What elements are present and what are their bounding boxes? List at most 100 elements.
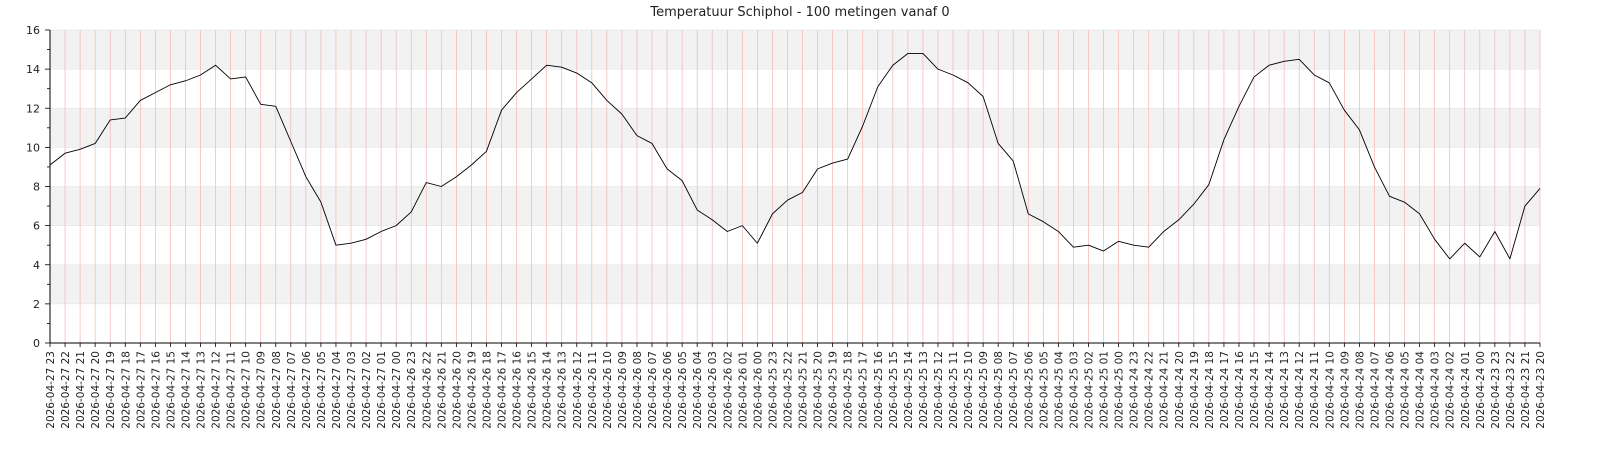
x-tick-label: 2026-04-26 19 <box>466 351 478 429</box>
x-tick-label: 2026-04-24 05 <box>1400 351 1412 429</box>
x-tick-label: 2026-04-26 04 <box>692 351 704 429</box>
x-tick-label: 2026-04-24 08 <box>1354 351 1366 429</box>
x-tick-label: 2026-04-27 10 <box>241 351 253 429</box>
x-tick-label: 2026-04-24 21 <box>1159 351 1171 429</box>
x-tick-label: 2026-04-25 09 <box>978 351 990 429</box>
background-bands <box>50 30 1540 304</box>
x-tick-label: 2026-04-27 02 <box>361 351 373 429</box>
x-tick-label: 2026-04-25 06 <box>1023 351 1035 429</box>
horizontal-gridlines <box>50 29 1540 344</box>
x-tick-label: 2026-04-24 03 <box>1430 351 1442 429</box>
x-tick-label: 2026-04-25 00 <box>1114 351 1126 429</box>
series-line <box>49 53 1541 260</box>
vertical-gridlines <box>49 30 1541 343</box>
x-tick-label: 2026-04-24 13 <box>1279 351 1291 429</box>
x-tick-label: 2026-04-25 12 <box>933 351 945 429</box>
x-tick-label: 2026-04-24 10 <box>1324 351 1336 429</box>
x-tick-label: 2026-04-26 02 <box>722 351 734 429</box>
x-tick-label: 2026-04-24 22 <box>1144 351 1156 429</box>
x-tick-label: 2026-04-24 19 <box>1189 351 1201 429</box>
x-tick-label: 2026-04-23 22 <box>1505 351 1517 429</box>
x-tick-label: 2026-04-26 22 <box>421 351 433 429</box>
y-tick-label: 4 <box>33 259 40 272</box>
x-tick-label: 2026-04-24 02 <box>1445 351 1457 429</box>
grid-band <box>50 30 1540 70</box>
x-tick-label: 2026-04-23 23 <box>1490 351 1502 429</box>
x-tick-label: 2026-04-25 10 <box>963 351 975 429</box>
x-tick-label: 2026-04-27 06 <box>301 351 313 429</box>
x-tick-label: 2026-04-27 08 <box>271 351 283 429</box>
x-tick-label: 2026-04-25 19 <box>828 351 840 429</box>
y-tick-label: 2 <box>33 298 40 311</box>
x-tick-label: 2026-04-26 05 <box>677 351 689 429</box>
x-tick-label: 2026-04-27 19 <box>105 351 117 429</box>
x-tick-label: 2026-04-26 20 <box>451 351 463 429</box>
x-tick-label: 2026-04-27 12 <box>211 351 223 429</box>
y-tick-label: 12 <box>26 102 40 115</box>
x-tick-label: 2026-04-26 06 <box>662 351 674 429</box>
x-axis-ticks: 2026-04-27 23 2026-04-27 22 2026-04-27 21 2… <box>45 343 1547 429</box>
x-tick-label: 2026-04-24 00 <box>1475 351 1487 429</box>
x-tick-label: 2026-04-25 08 <box>993 351 1005 429</box>
x-tick-label: 2026-04-26 13 <box>557 351 569 429</box>
x-tick-label: 2026-04-24 17 <box>1219 351 1231 429</box>
x-tick-label: 2026-04-26 16 <box>512 351 524 429</box>
x-tick-label: 2026-04-24 15 <box>1249 351 1261 429</box>
x-tick-label: 2026-04-25 01 <box>1099 351 1111 429</box>
x-tick-label: 2026-04-24 04 <box>1415 351 1427 429</box>
x-tick-label: 2026-04-25 22 <box>782 351 794 429</box>
x-tick-label: 2026-04-27 13 <box>196 351 208 429</box>
y-axis-ticks: 0 2 4 6 8 10 12 14 16 <box>26 24 50 350</box>
y-tick-label: 14 <box>26 63 40 76</box>
x-tick-label: 2026-04-27 22 <box>60 351 72 429</box>
y-tick-label: 8 <box>33 181 40 194</box>
grid-band <box>50 264 1540 304</box>
x-tick-label: 2026-04-25 03 <box>1068 351 1080 429</box>
grid-band <box>50 186 1540 226</box>
x-tick-label: 2026-04-23 20 <box>1535 351 1547 429</box>
series-lines <box>49 53 1541 260</box>
x-tick-label: 2026-04-27 09 <box>256 351 268 429</box>
x-tick-label: 2026-04-26 11 <box>587 351 599 429</box>
x-tick-label: 2026-04-25 20 <box>813 351 825 429</box>
x-tick-label: 2026-04-24 07 <box>1369 351 1381 429</box>
x-tick-label: 2026-04-27 18 <box>120 351 132 429</box>
x-tick-label: 2026-04-27 04 <box>331 351 343 429</box>
x-tick-label: 2026-04-26 08 <box>632 351 644 429</box>
x-tick-label: 2026-04-25 04 <box>1053 351 1065 429</box>
x-tick-label: 2026-04-27 00 <box>391 351 403 429</box>
x-tick-label: 2026-04-24 06 <box>1384 351 1396 429</box>
x-tick-label: 2026-04-26 10 <box>602 351 614 429</box>
x-tick-label: 2026-04-24 01 <box>1460 351 1472 429</box>
x-tick-label: 2026-04-27 15 <box>165 351 177 429</box>
x-tick-label: 2026-04-26 21 <box>436 351 448 429</box>
x-tick-label: 2026-04-24 14 <box>1264 351 1276 429</box>
y-tick-label: 16 <box>26 24 40 37</box>
x-tick-label: 2026-04-24 20 <box>1174 351 1186 429</box>
y-tick-label: 6 <box>33 220 40 233</box>
x-tick-label: 2026-04-26 12 <box>572 351 584 429</box>
y-tick-label: 0 <box>33 337 40 350</box>
x-tick-label: 2026-04-25 05 <box>1038 351 1050 429</box>
x-tick-label: 2026-04-25 14 <box>903 351 915 429</box>
x-tick-label: 2026-04-26 15 <box>527 351 539 429</box>
x-tick-label: 2026-04-26 03 <box>707 351 719 429</box>
x-tick-label: 2026-04-25 11 <box>948 351 960 429</box>
x-tick-label: 2026-04-27 07 <box>286 351 298 429</box>
x-tick-label: 2026-04-27 14 <box>180 351 192 429</box>
x-tick-label: 2026-04-25 02 <box>1083 351 1095 429</box>
x-tick-label: 2026-04-24 11 <box>1309 351 1321 429</box>
x-tick-label: 2026-04-26 14 <box>542 351 554 429</box>
x-tick-label: 2026-04-27 01 <box>376 351 388 429</box>
x-tick-label: 2026-04-25 23 <box>767 351 779 429</box>
x-tick-label: 2026-04-24 16 <box>1234 351 1246 429</box>
x-tick-label: 2026-04-26 18 <box>481 351 493 429</box>
x-tick-label: 2026-04-26 17 <box>497 351 509 429</box>
x-tick-label: 2026-04-24 23 <box>1129 351 1141 429</box>
x-tick-label: 2026-04-27 21 <box>75 351 87 429</box>
x-tick-label: 2026-04-26 23 <box>406 351 418 429</box>
chart-title: Temperatuur Schiphol - 100 metingen vana… <box>649 5 949 20</box>
x-tick-label: 2026-04-27 05 <box>316 351 328 429</box>
